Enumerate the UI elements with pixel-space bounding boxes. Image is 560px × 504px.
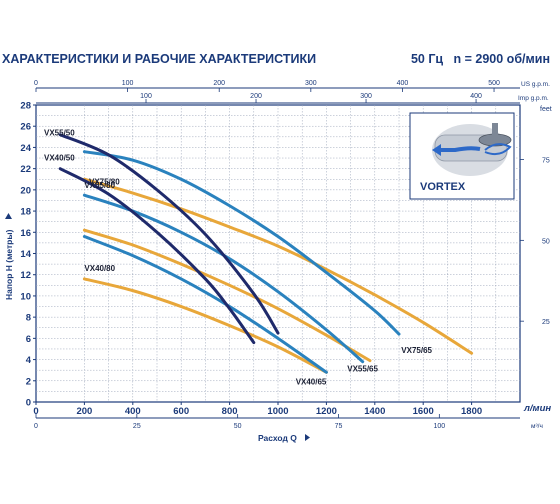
top-usgpm-unit: US g.p.m. — [521, 81, 550, 88]
y-tick-label: 10 — [20, 291, 31, 302]
curve-vx75-65 — [82, 177, 474, 355]
top-usgpm-scale: 0 100 200 300 400 500 US g.p.m. — [34, 80, 550, 92]
feet-tick-label: 25 — [542, 319, 550, 326]
m3h-tick-label: 0 — [34, 423, 38, 430]
curve-vx40-50 — [58, 167, 256, 345]
x-tick-label: 600 — [173, 406, 189, 417]
curve-vx40-65 — [82, 235, 328, 374]
curve-labels: VX55/50 VX40/50 VX75/80 VX75/65 VX55/80 VX55/… — [44, 129, 433, 387]
curve-label: VX75/65 — [401, 346, 432, 355]
x-tick-label: 400 — [125, 406, 141, 417]
curve-label: VX40/80 — [84, 264, 115, 273]
m3h-tick-label: 100 — [433, 423, 445, 430]
x-tick-label: 800 — [222, 406, 238, 417]
x-tick-label: 1000 — [267, 406, 288, 417]
curve-label: VX55/80 — [84, 181, 115, 190]
curve-label: VX40/65 — [296, 377, 327, 386]
y-tick-label: 6 — [26, 334, 31, 345]
y-tick-label: 26 — [20, 122, 31, 133]
vortex-impeller-icon — [432, 123, 512, 176]
x-tick-label: 1600 — [413, 406, 434, 417]
feet-tick-label: 75 — [542, 158, 550, 165]
speed-frequency-label: 50 Гц n = 2900 об/мин — [411, 52, 550, 66]
usgpm-tick-label: 500 — [488, 80, 500, 87]
y-tick-label: 28 — [20, 101, 31, 112]
right-feet-ticks: 25 50 75 — [520, 158, 550, 326]
x-tick-label: 1200 — [316, 406, 337, 417]
impgpm-tick-label: 100 — [140, 93, 152, 100]
curve-vx55-50 — [58, 133, 280, 335]
m3h-tick-label: 50 — [234, 423, 242, 430]
top-impgpm-unit: Imp g.p.m. — [518, 95, 549, 102]
y-axis-arrow-icon — [5, 213, 12, 219]
curve-label: VX55/50 — [44, 129, 75, 138]
frequency-label: 50 Гц — [410, 52, 444, 66]
y-tick-label: 14 — [20, 249, 31, 260]
y-tick-label: 8 — [26, 313, 31, 324]
speed-label: n = 2900 об/мин — [453, 52, 550, 66]
y-tick-label: 12 — [20, 270, 31, 281]
impgpm-tick-label: 200 — [250, 93, 262, 100]
bottom-m3h-unit: м³/ч — [531, 423, 543, 430]
x-tick-label: 0 — [33, 406, 38, 417]
page-title: ХАРАКТЕРИСТИКИ И РАБОЧИЕ ХАРАКТЕРИСТИКИ — [2, 52, 317, 66]
x-axis-ticks: 0 200 400 600 800 1000 1200 1400 1600 1800 — [33, 402, 482, 417]
m3h-tick-label: 25 — [133, 423, 141, 430]
usgpm-tick-label: 300 — [305, 80, 317, 87]
y-tick-label: 20 — [20, 185, 31, 196]
right-feet-unit: feet — [540, 106, 552, 113]
pump-curves — [58, 133, 474, 374]
y-tick-label: 18 — [20, 207, 31, 218]
vortex-label: VORTEX — [420, 181, 466, 193]
y-tick-label: 2 — [26, 376, 31, 387]
curve-vx55-80 — [82, 193, 365, 364]
x-axis-arrow-icon — [305, 434, 310, 441]
x-axis-unit: л/мин — [523, 403, 551, 414]
feet-tick-label: 50 — [542, 238, 550, 245]
usgpm-tick-label: 400 — [397, 80, 409, 87]
y-tick-label: 0 — [26, 398, 31, 409]
y-tick-label: 22 — [20, 164, 31, 175]
usgpm-tick-label: 200 — [213, 80, 225, 87]
vortex-inset: VORTEX — [409, 112, 515, 200]
curve-vx40-80 — [82, 277, 328, 374]
curve-vx55-65 — [82, 228, 372, 363]
curve-vx75-80 — [82, 150, 401, 336]
m3h-tick-label: 75 — [335, 423, 343, 430]
x-tick-label: 200 — [76, 406, 92, 417]
y-axis-title: Напор H (метры) — [4, 229, 14, 300]
impgpm-tick-label: 300 — [360, 93, 372, 100]
curve-label: VX40/50 — [44, 154, 75, 163]
bottom-m3h-scale: 0 25 50 75 100 м³/ч — [34, 414, 543, 430]
usgpm-tick-label: 100 — [122, 80, 134, 87]
impgpm-tick-label: 400 — [470, 93, 482, 100]
top-impgpm-scale: 100 200 300 400 Imp g.p.m. — [36, 93, 549, 104]
x-axis-title: Расход Q — [258, 433, 297, 443]
y-tick-label: 24 — [20, 143, 31, 154]
x-tick-label: 1400 — [364, 406, 385, 417]
usgpm-tick-label: 0 — [34, 80, 38, 87]
y-tick-label: 4 — [26, 355, 32, 366]
curve-label: VX55/65 — [347, 365, 378, 374]
x-tick-label: 1800 — [461, 406, 482, 417]
curve-label: VX75/80 — [89, 178, 120, 187]
y-tick-label: 16 — [20, 228, 31, 239]
